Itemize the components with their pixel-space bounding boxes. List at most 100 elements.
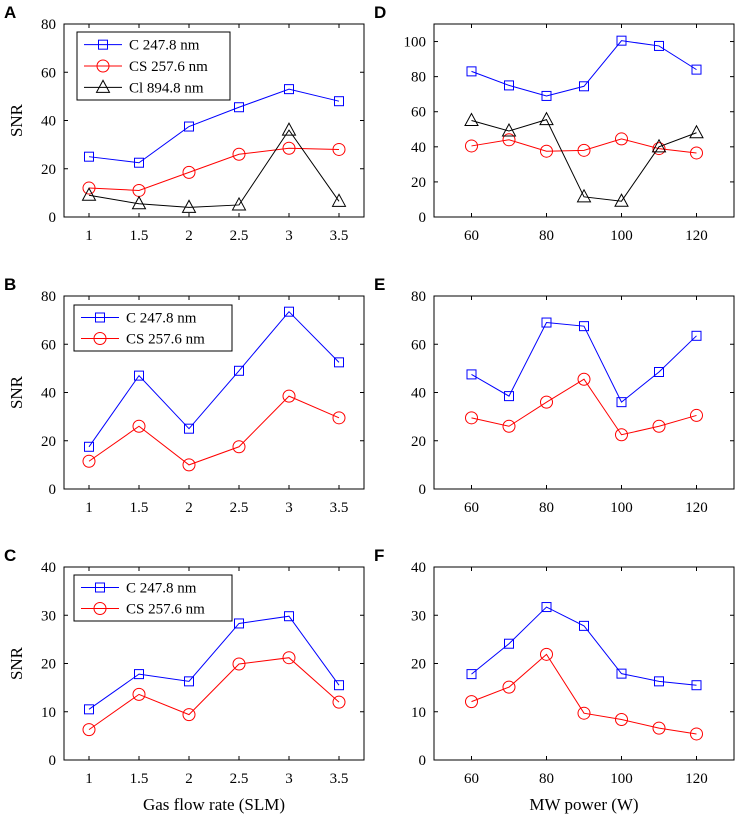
panel-b: B 0 20 40 60 80 1 1.5 2 2.5 3 3.5 SNR C 247.8 nm CS 25… — [4, 275, 365, 516]
y-axis-label: SNR — [7, 103, 26, 137]
x-tick-label: 3.5 — [330, 500, 349, 516]
y-tick-label: 80 — [411, 289, 426, 305]
data-point — [464, 112, 479, 126]
data-point — [504, 638, 514, 649]
y-tick-label: 60 — [411, 337, 426, 353]
data-point — [576, 188, 592, 203]
legend: C 247.8 nm CS 257.6 nm — [73, 574, 233, 622]
data-point — [232, 147, 246, 161]
y-tick-label: 40 — [411, 560, 426, 576]
x-tick-label: 1 — [85, 500, 93, 516]
y-tick-label: 20 — [411, 657, 426, 673]
y-tick-label: 0 — [49, 482, 57, 498]
data-point — [690, 408, 703, 422]
x-axis-label: MW power (W) — [529, 795, 638, 814]
x-tick-label: 3.5 — [330, 228, 349, 244]
data-point — [132, 419, 146, 433]
data-point — [134, 157, 144, 168]
data-point — [84, 441, 94, 452]
data-point — [541, 317, 552, 328]
data-point — [502, 133, 516, 147]
x-tick-label: 120 — [685, 500, 708, 516]
y-tick-label: 30 — [411, 608, 426, 624]
series-c-247-8-nm — [84, 611, 344, 715]
data-point — [332, 695, 346, 709]
data-point — [541, 602, 552, 613]
y-tick-label: 60 — [411, 105, 426, 121]
legend-item: CS 257.6 nm — [81, 332, 205, 348]
data-point — [654, 40, 664, 51]
data-point — [84, 151, 94, 162]
x-tick-label: 2.5 — [230, 228, 249, 244]
data-point — [284, 84, 294, 95]
x-tick-label: 2 — [185, 500, 193, 516]
panel-d: D 0 20 40 60 80 100 60 80 100 120 — [374, 3, 735, 244]
y-tick-label: 80 — [41, 289, 56, 305]
data-point — [577, 706, 591, 720]
y-tick-label: 60 — [41, 337, 56, 353]
series-line — [88, 129, 340, 208]
x-tick-label: 3 — [285, 228, 293, 244]
panel-f: F 0 10 20 30 40 60 80 100 120 MW power (W) — [374, 546, 735, 814]
legend-item: C 247.8 nm — [81, 581, 197, 597]
data-point — [504, 391, 514, 402]
y-tick-label: 60 — [41, 65, 56, 81]
y-tick-label: 100 — [404, 35, 427, 51]
legend-marker — [95, 312, 105, 323]
data-point — [332, 142, 346, 156]
data-point — [334, 680, 344, 691]
data-point — [616, 35, 627, 46]
x-tick-label: 60 — [464, 500, 479, 516]
series-line — [88, 310, 340, 448]
y-axis-label: SNR — [7, 375, 26, 409]
y-tick-label: 40 — [41, 386, 56, 402]
y-tick-label: 20 — [411, 175, 426, 191]
series-c-247-8-nm — [466, 35, 702, 101]
x-tick-label: 1.5 — [130, 771, 149, 787]
data-point — [501, 122, 517, 137]
y-tick-label: 20 — [411, 434, 426, 450]
legend-item: C 247.8 nm — [81, 311, 197, 327]
x-tick-label: 2.5 — [230, 500, 249, 516]
x-tick-label: 60 — [464, 771, 479, 787]
panel-a: A 0 20 40 60 80 1 1.5 2 2.5 3 3.5 SNR C 247.8 nm CS 25… — [4, 3, 365, 244]
legend-item: CS 257.6 nm — [84, 59, 208, 75]
data-point — [615, 428, 628, 442]
y-tick-label: 30 — [41, 608, 56, 624]
data-point — [691, 330, 702, 341]
data-point — [579, 321, 589, 332]
legend-label: CS 257.6 nm — [126, 332, 205, 348]
y-tick-label: 0 — [419, 753, 427, 769]
data-point — [281, 122, 297, 136]
x-tick-label: 3.5 — [330, 771, 349, 787]
y-tick-label: 10 — [411, 705, 426, 721]
series-line — [471, 119, 697, 202]
data-point — [184, 676, 194, 687]
data-point — [502, 419, 516, 433]
y-tick-label: 20 — [41, 162, 56, 178]
series-line — [88, 147, 340, 191]
data-point — [539, 111, 554, 126]
data-point — [282, 389, 296, 403]
data-point — [502, 680, 516, 694]
series-c-247-8-nm — [84, 84, 344, 168]
axes-frame — [433, 295, 735, 490]
series-line — [471, 40, 697, 97]
data-point — [540, 647, 553, 661]
legend-marker — [98, 39, 108, 50]
legend-item: CS 257.6 nm — [81, 602, 205, 618]
data-point — [334, 357, 344, 368]
series-c-247-8-nm — [84, 306, 344, 452]
series-line — [471, 322, 697, 403]
data-point — [690, 146, 703, 160]
panel-letter: B — [4, 275, 16, 294]
data-point — [282, 651, 296, 665]
data-point — [579, 620, 589, 631]
panel-letter: F — [374, 546, 384, 565]
x-tick-label: 3 — [285, 771, 293, 787]
x-tick-label: 3 — [285, 500, 293, 516]
panel-e: E 0 20 40 60 80 60 80 100 120 — [374, 275, 735, 516]
data-point — [331, 193, 347, 207]
data-point — [284, 306, 294, 317]
